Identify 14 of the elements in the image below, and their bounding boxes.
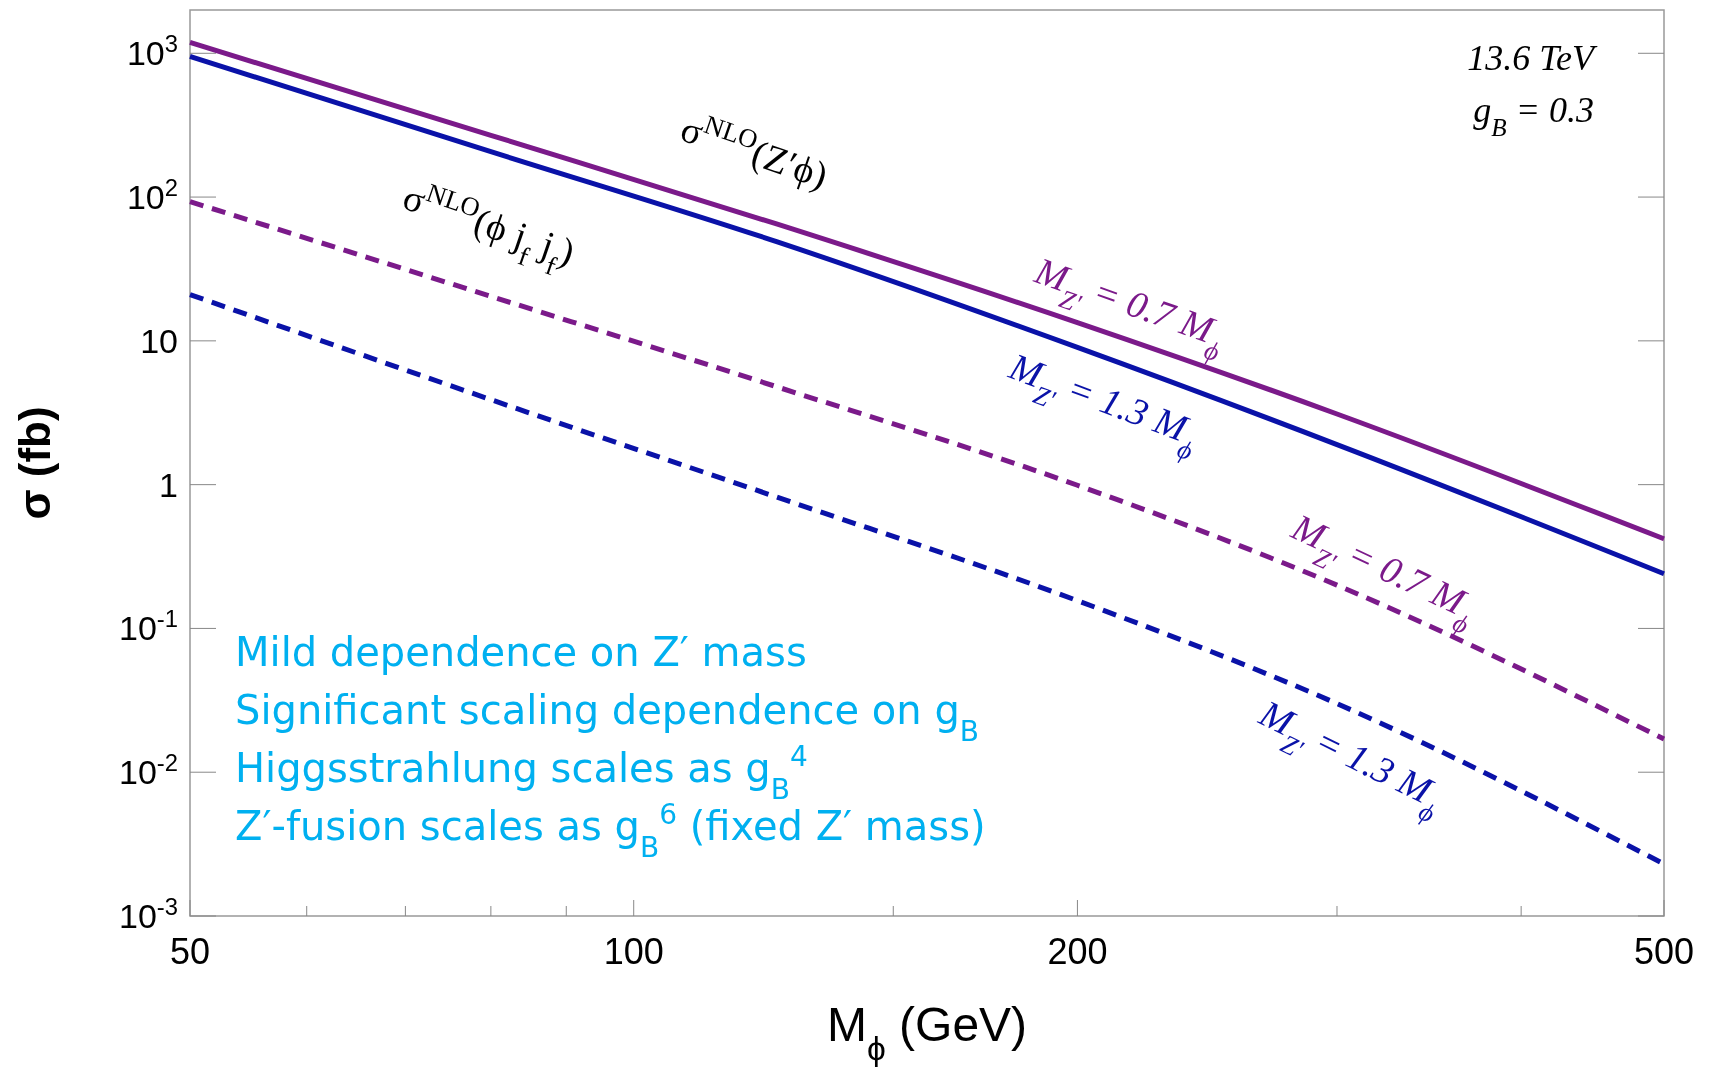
y-tick-label: 10$^{-1}$	[119, 604, 178, 648]
annotation: Mild dependence on Z′ mass	[235, 629, 807, 675]
annotation: 13.6 TeV	[1467, 38, 1599, 78]
y-axis-title: σ (fb)	[10, 406, 59, 520]
annotation: g$_{B}$ = 0.3	[1473, 90, 1594, 141]
x-axis-title: M$_{ϕ}$ (GeV)	[826, 998, 1028, 1067]
y-tick-label: 1	[159, 465, 178, 504]
y-tick-label: 10	[140, 321, 178, 360]
y-tick-label: 10$^{-2}$	[119, 748, 178, 792]
x-tick-label: 100	[603, 931, 664, 972]
y-tick-label: 10$^{3}$	[126, 29, 178, 73]
y-tick-label: 10$^{2}$	[126, 173, 178, 216]
x-tick-label: 200	[1047, 931, 1108, 972]
x-tick-label: 500	[1633, 931, 1695, 972]
